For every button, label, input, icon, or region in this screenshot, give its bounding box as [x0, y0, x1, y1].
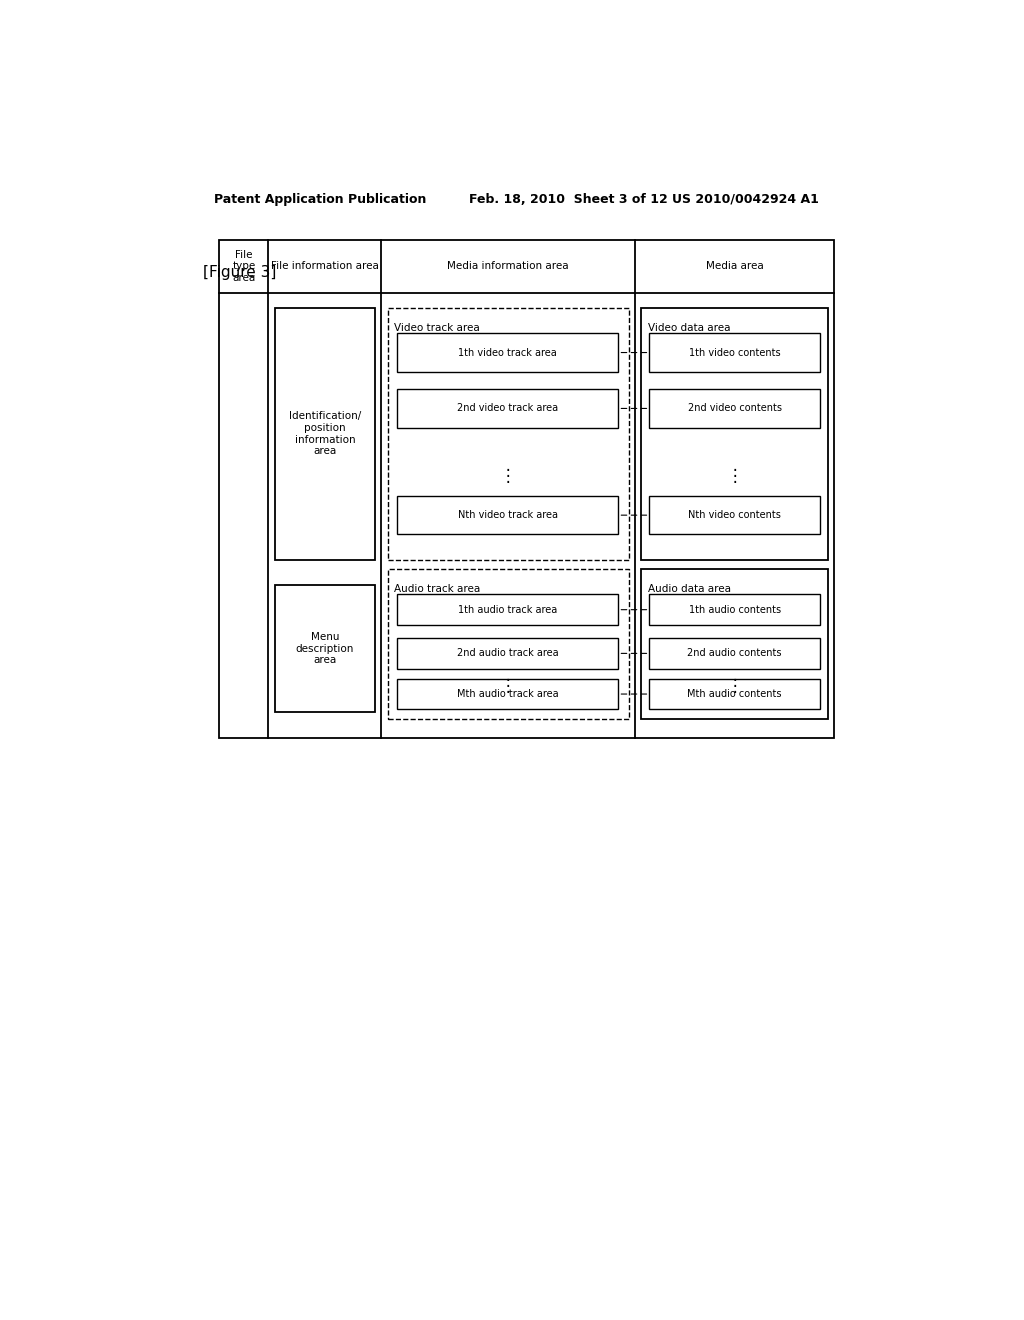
Text: Mth audio track area: Mth audio track area [457, 689, 558, 700]
Text: 1th video contents: 1th video contents [689, 347, 780, 358]
Text: File
type
area: File type area [232, 249, 256, 282]
Bar [649, 678, 820, 709]
Bar [649, 594, 820, 624]
Text: US 2010/0042924 A1: US 2010/0042924 A1 [672, 193, 818, 206]
Bar [397, 638, 618, 669]
Bar [641, 308, 828, 560]
Bar [649, 333, 820, 372]
Text: 2nd video contents: 2nd video contents [688, 404, 781, 413]
Text: ⋮: ⋮ [500, 467, 516, 484]
Text: 2nd audio track area: 2nd audio track area [457, 648, 558, 659]
Bar [397, 678, 618, 709]
Text: Nth video contents: Nth video contents [688, 510, 781, 520]
Text: Media area: Media area [706, 261, 764, 271]
Bar [397, 496, 618, 535]
Text: Patent Application Publication: Patent Application Publication [214, 193, 426, 206]
Bar [397, 389, 618, 428]
Text: 2nd audio contents: 2nd audio contents [687, 648, 782, 659]
Text: ⋮: ⋮ [726, 677, 743, 694]
Text: Audio track area: Audio track area [394, 585, 480, 594]
Text: Video track area: Video track area [394, 323, 479, 333]
Text: Feb. 18, 2010  Sheet 3 of 12: Feb. 18, 2010 Sheet 3 of 12 [469, 193, 668, 206]
Bar [649, 496, 820, 535]
Text: 1th video track area: 1th video track area [459, 347, 557, 358]
Text: Mth audio contents: Mth audio contents [687, 689, 782, 700]
Text: Nth video track area: Nth video track area [458, 510, 558, 520]
Text: 1th audio contents: 1th audio contents [689, 605, 780, 615]
Bar [397, 333, 618, 372]
Bar [274, 308, 375, 560]
Text: 2nd video track area: 2nd video track area [457, 404, 558, 413]
Bar [387, 308, 629, 560]
Bar [649, 389, 820, 428]
Bar [274, 585, 375, 713]
Text: 1th audio track area: 1th audio track area [458, 605, 557, 615]
Bar [641, 569, 828, 719]
Text: Menu
description
area: Menu description area [296, 632, 354, 665]
Bar [397, 594, 618, 624]
Text: Video data area: Video data area [648, 323, 730, 333]
Text: [Figure 3]: [Figure 3] [204, 265, 276, 280]
Text: Audio data area: Audio data area [648, 585, 731, 594]
Text: ⋮: ⋮ [500, 677, 516, 694]
Text: File information area: File information area [271, 261, 379, 271]
Bar [219, 240, 835, 738]
Bar [387, 569, 629, 719]
Text: Identification/
position
information
area: Identification/ position information are… [289, 412, 360, 457]
Text: ⋮: ⋮ [726, 467, 743, 484]
Bar [649, 638, 820, 669]
Text: Media information area: Media information area [447, 261, 569, 271]
